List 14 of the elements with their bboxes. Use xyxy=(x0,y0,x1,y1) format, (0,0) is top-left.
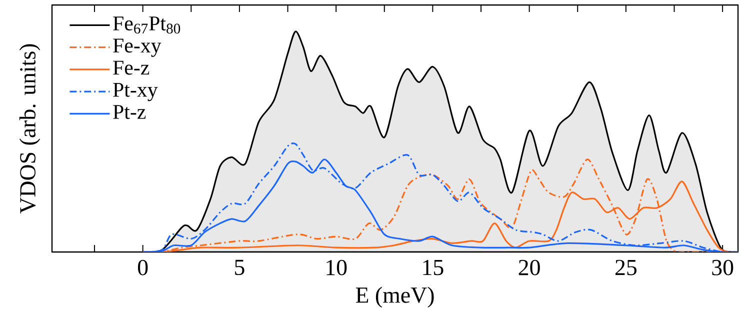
legend-label: Fe-xy xyxy=(113,38,162,57)
x-tick-label: 30 xyxy=(712,260,734,276)
y-axis-title: VDOS (arb. units) xyxy=(19,44,40,214)
legend-label: Fe-z xyxy=(113,60,150,75)
x-tick-label: 5 xyxy=(235,260,244,276)
x-tick-label: 0 xyxy=(138,260,148,276)
legend-label: Pt-z xyxy=(113,105,146,119)
x-tick-label: 10 xyxy=(326,260,347,276)
legend-label: Pt-xy xyxy=(113,82,158,102)
x-tick-label: 15 xyxy=(423,260,444,276)
legend-label: Fe$_{67}$Pt$_{80}$ xyxy=(113,16,180,34)
x-axis-title: E (meV) xyxy=(356,286,434,308)
x-tick-label: 25 xyxy=(615,260,636,276)
x-tick-label: 20 xyxy=(518,260,540,276)
